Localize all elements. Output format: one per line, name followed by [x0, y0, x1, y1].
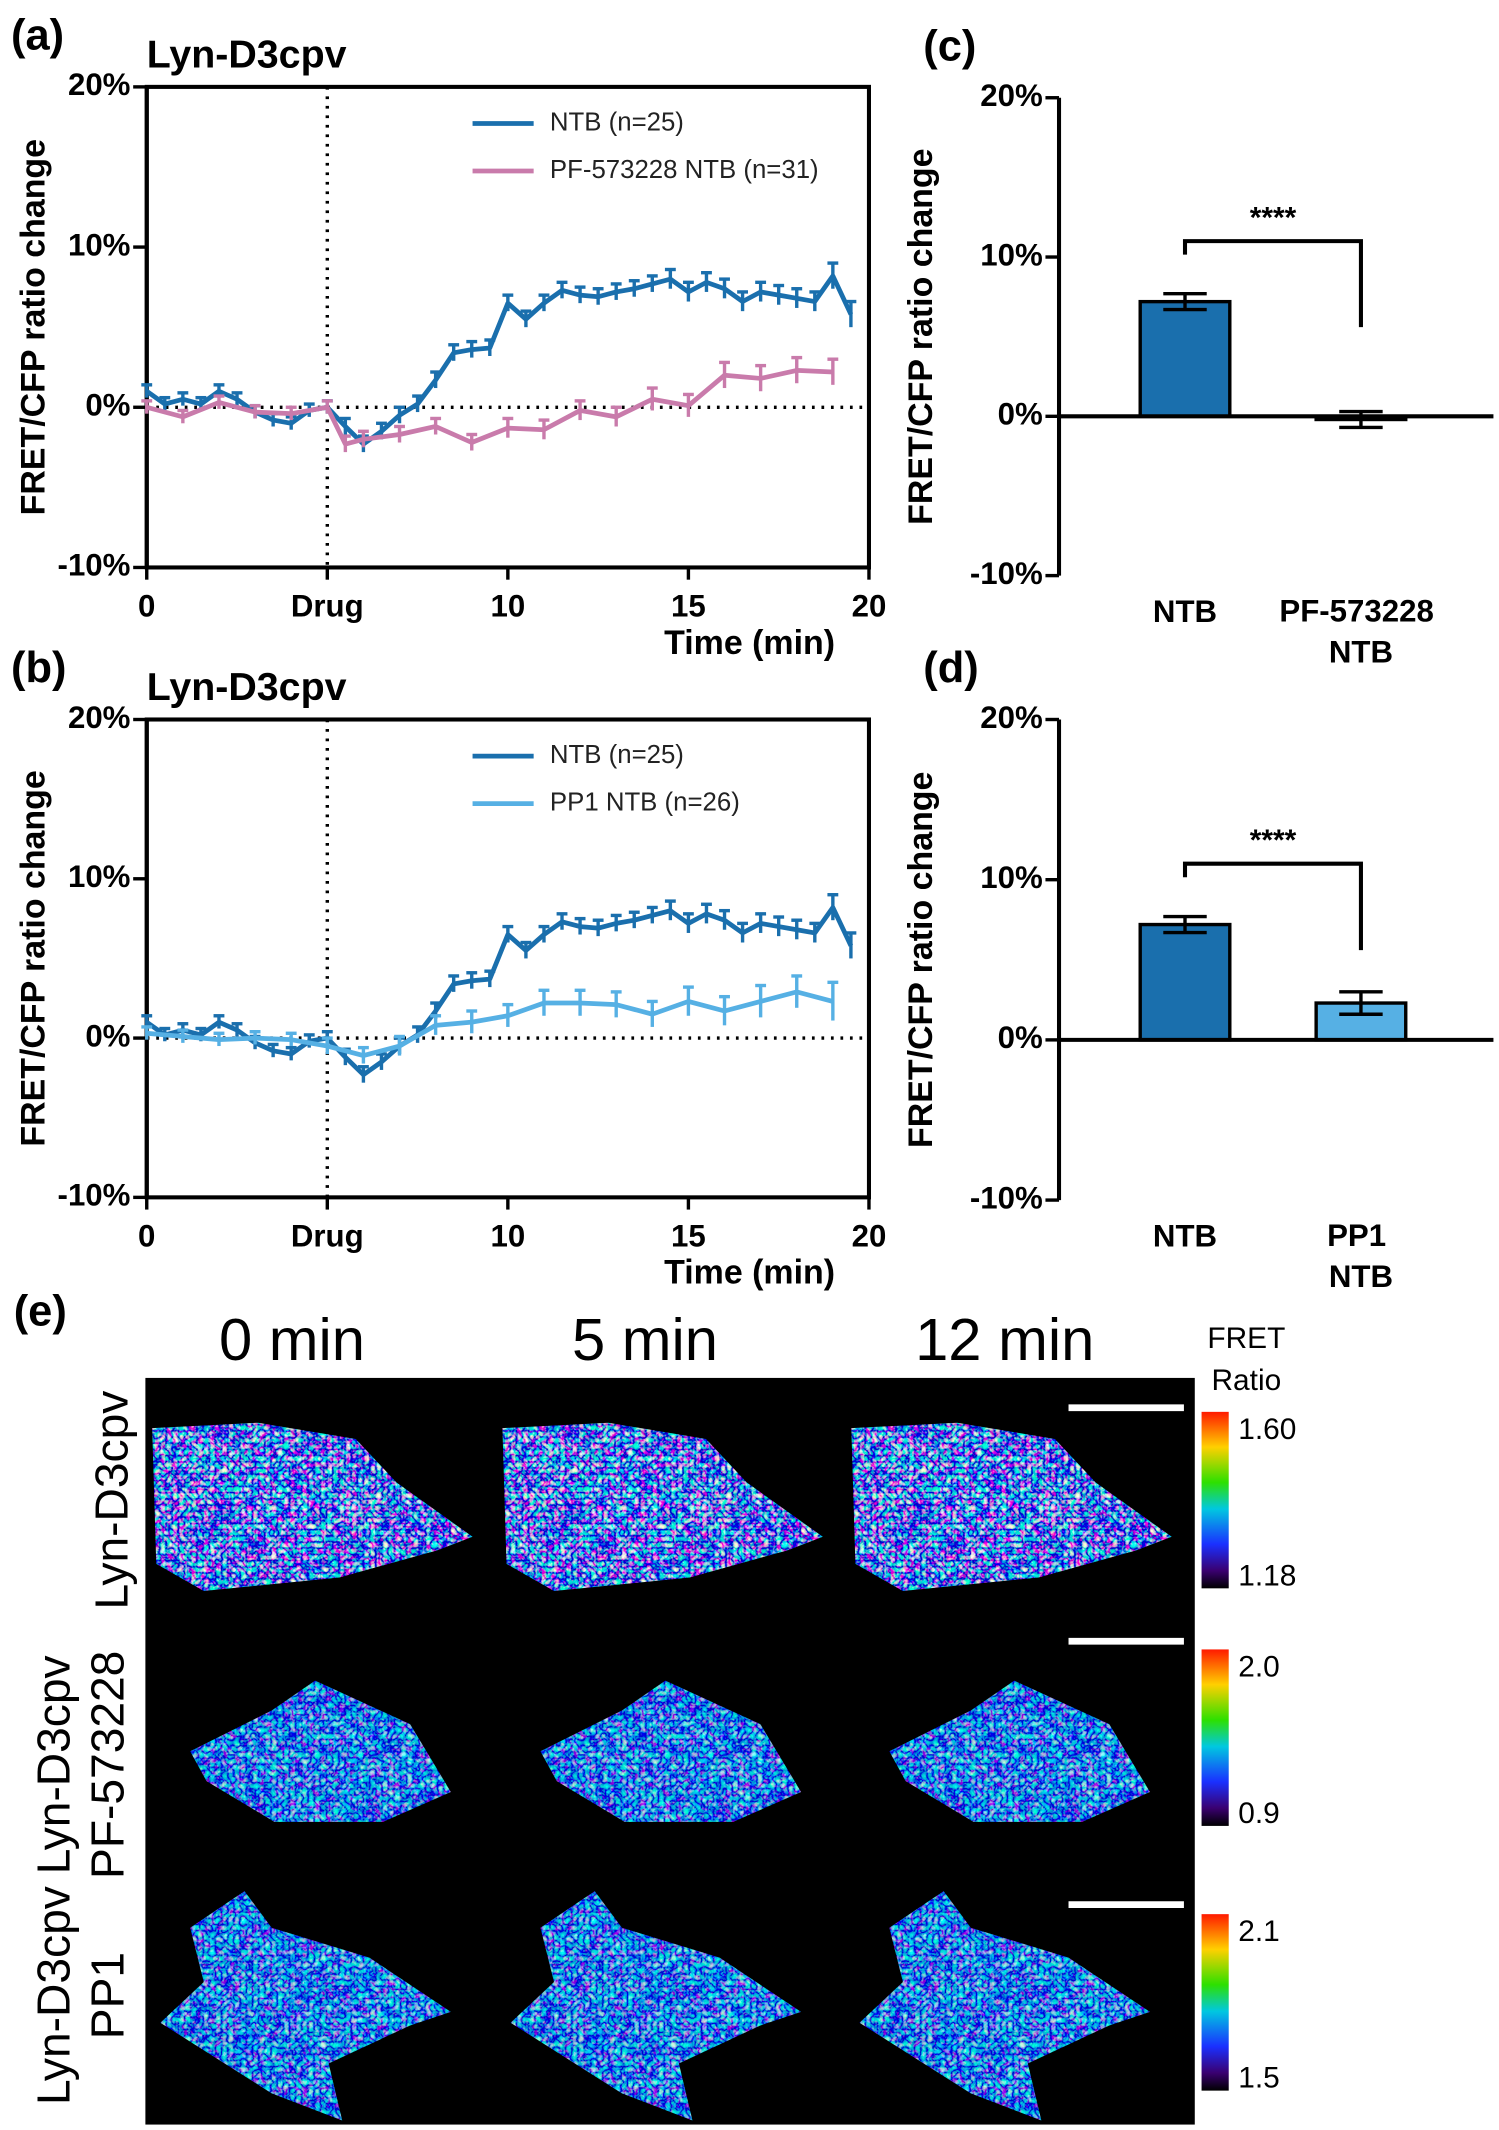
y-tick-label: 0%: [85, 1018, 130, 1053]
series-line: [146, 368, 833, 447]
legend-label: NTB (n=25): [550, 108, 684, 136]
chart-title: Lyn-D3cpv: [147, 32, 347, 76]
y-tick-label: 10%: [68, 859, 130, 894]
x-tick-label: 0: [138, 1218, 155, 1253]
y-tick-label: 20%: [980, 700, 1042, 735]
colorbar-min: 0.9: [1238, 1797, 1280, 1830]
y-tick-label: 0%: [85, 388, 130, 423]
x-tick-label: 10: [490, 588, 525, 623]
cell: [540, 1680, 802, 1822]
x-tick-label: 10: [490, 1218, 525, 1253]
cell-images: [152, 1422, 1172, 2121]
significance-label: ****: [1250, 201, 1297, 234]
cell: [160, 1891, 451, 2121]
x-tick-label: Drug: [291, 1218, 364, 1253]
colorbar: [1201, 1649, 1229, 1826]
cell: [502, 1422, 823, 1592]
panel-label: (e): [14, 1288, 67, 1336]
colorbar-max: 2.1: [1238, 1915, 1280, 1948]
y-axis-label: FRET/CFP ratio change: [902, 772, 940, 1148]
x-tick-label: NTB: [1153, 594, 1217, 629]
row-label: Lyn-D3cpv: [27, 1886, 79, 2105]
legend-label: NTB (n=25): [550, 741, 684, 769]
y-tick-label: 20%: [68, 700, 130, 735]
y-tick-label: -10%: [970, 1180, 1043, 1215]
panel-label: (c): [923, 22, 976, 70]
colorbar: [1201, 1914, 1229, 2091]
y-axis-label: FRET/CFP ratio change: [902, 149, 940, 525]
series-line: [145, 273, 854, 447]
colorbar-max: 1.60: [1238, 1413, 1296, 1446]
x-tick-label: 20: [852, 1218, 887, 1253]
series-line: [146, 989, 834, 1058]
plot-frame: [144, 717, 872, 1200]
panel-label: (d): [923, 644, 978, 692]
column-label: 12 min: [915, 1306, 1094, 1373]
cell: [859, 1891, 1150, 2121]
legend-label: PP1 NTB (n=26): [550, 788, 740, 816]
row-label: PP1: [82, 1952, 134, 2039]
y-tick-label: 10%: [980, 237, 1042, 272]
y-tick-label: 20%: [68, 67, 130, 102]
y-tick-label: -10%: [58, 1178, 131, 1213]
x-tick-label: 15: [671, 1218, 706, 1253]
y-tick-label: 10%: [980, 860, 1042, 895]
x-tick-label: Drug: [291, 588, 364, 623]
y-tick-label: 0%: [998, 397, 1043, 432]
y-tick-label: -10%: [970, 556, 1043, 591]
significance-bracket: [1182, 239, 1363, 328]
cell: [190, 1680, 451, 1822]
colorbar-title: FRET: [1207, 1322, 1285, 1355]
colorbar-title: Ratio: [1212, 1364, 1282, 1397]
row-label: Lyn-D3cpv: [27, 1655, 79, 1874]
y-tick-label: 0%: [998, 1020, 1043, 1055]
y-tick-label: 10%: [68, 227, 130, 262]
colorbar: [1201, 1411, 1229, 1589]
colorbar-min: 1.5: [1238, 2062, 1280, 2095]
cell: [510, 1891, 802, 2121]
y-tick-label: -10%: [58, 548, 131, 583]
x-tick-label: 20: [852, 588, 887, 623]
y-axis-label: FRET/CFP ratio change: [14, 139, 52, 515]
x-tick-label: 15: [671, 588, 706, 623]
column-label: 0 min: [219, 1306, 365, 1373]
x-tick-label: PP1 NTB: [1327, 1218, 1395, 1294]
cell: [889, 1680, 1150, 1822]
cell: [851, 1422, 1172, 1592]
chart-title: Lyn-D3cpv: [147, 665, 347, 709]
x-axis-label: Time (min): [664, 624, 835, 662]
x-tick-label: NTB: [1153, 1218, 1217, 1253]
y-axis-label: FRET/CFP ratio change: [14, 770, 52, 1146]
colorbar-max: 2.0: [1238, 1650, 1280, 1683]
row-label: PF-573228: [82, 1651, 134, 1879]
x-axis-label: Time (min): [664, 1254, 835, 1292]
y-tick-label: 20%: [980, 78, 1042, 113]
bar: [1138, 299, 1232, 419]
significance-label: ****: [1250, 824, 1297, 857]
column-label: 5 min: [572, 1306, 718, 1373]
bar: [1138, 922, 1232, 1042]
panel-label: (b): [11, 644, 66, 692]
x-tick-label: 0: [138, 588, 155, 623]
series-line: [145, 905, 854, 1078]
significance-bracket: [1182, 861, 1363, 951]
colorbar-min: 1.18: [1238, 1559, 1296, 1592]
row-label: Lyn-D3cpv: [86, 1391, 138, 1610]
cell: [152, 1422, 473, 1592]
panel-label: (a): [11, 11, 64, 59]
legend-label: PF-573228 NTB (n=31): [550, 156, 819, 184]
x-tick-label: PF-573228 NTB: [1279, 594, 1442, 670]
